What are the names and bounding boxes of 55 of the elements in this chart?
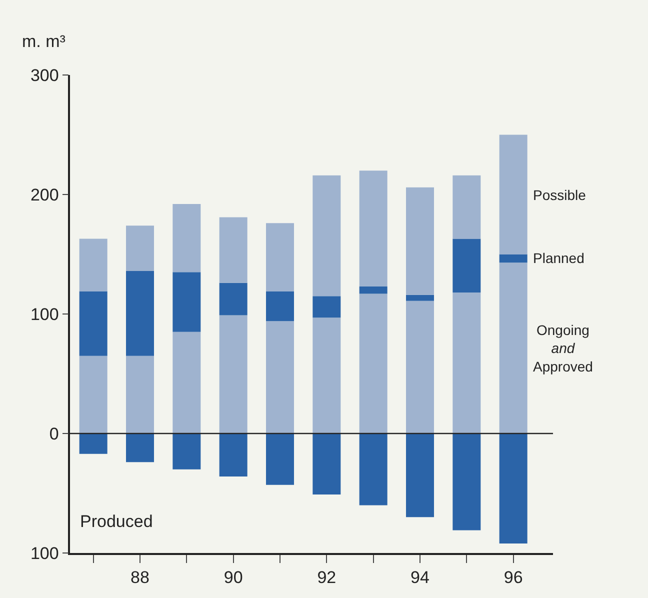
bar (312, 175, 341, 296)
bar (219, 434, 248, 477)
bar (172, 434, 201, 470)
bar (126, 270, 154, 356)
bar (219, 282, 248, 316)
y-axis-title: m. m³ (22, 32, 66, 51)
bar (359, 286, 388, 294)
bar (406, 294, 434, 301)
bar (499, 262, 528, 434)
x-tick-label: 94 (410, 568, 430, 588)
bar (172, 204, 201, 272)
bar (406, 300, 434, 434)
bar (219, 315, 248, 434)
bar (266, 434, 294, 485)
x-tick-label: 92 (317, 568, 336, 588)
bar (406, 187, 434, 295)
y-tick-label: 0 (49, 424, 59, 444)
y-tick-label: 200 (30, 185, 59, 204)
bar (266, 223, 294, 292)
text: Produced (80, 512, 153, 531)
bar (359, 294, 388, 434)
bar (499, 254, 528, 263)
bar (312, 434, 341, 494)
bar (79, 356, 108, 434)
bar (452, 292, 481, 434)
bar (79, 291, 108, 356)
y-tick-label: 100 (30, 304, 59, 324)
bar (452, 238, 481, 292)
bar (312, 296, 341, 318)
x-tick-label: 88 (130, 568, 150, 588)
bar (172, 272, 201, 332)
bar (219, 217, 248, 283)
series-label: Planned (533, 250, 584, 266)
y-tick-label: 300 (30, 66, 59, 85)
x-tick-label: 90 (224, 568, 243, 588)
bar (452, 434, 481, 530)
bar (312, 318, 341, 434)
bar (406, 434, 434, 518)
bar (126, 226, 154, 271)
x-tick-label: 96 (504, 568, 523, 588)
bar (79, 238, 108, 292)
bar (266, 321, 294, 434)
bar (452, 175, 481, 239)
bar (499, 434, 528, 544)
series-label: Possible (533, 187, 586, 203)
bar (79, 434, 108, 454)
y-tick-label: 100 (30, 544, 59, 563)
bar (266, 291, 294, 322)
bar (499, 134, 528, 254)
bar (172, 332, 201, 434)
bar (359, 434, 388, 506)
bar (126, 434, 154, 462)
bar (359, 170, 388, 287)
series-label: Ongoing and Approved (533, 322, 593, 374)
bar (126, 356, 154, 434)
